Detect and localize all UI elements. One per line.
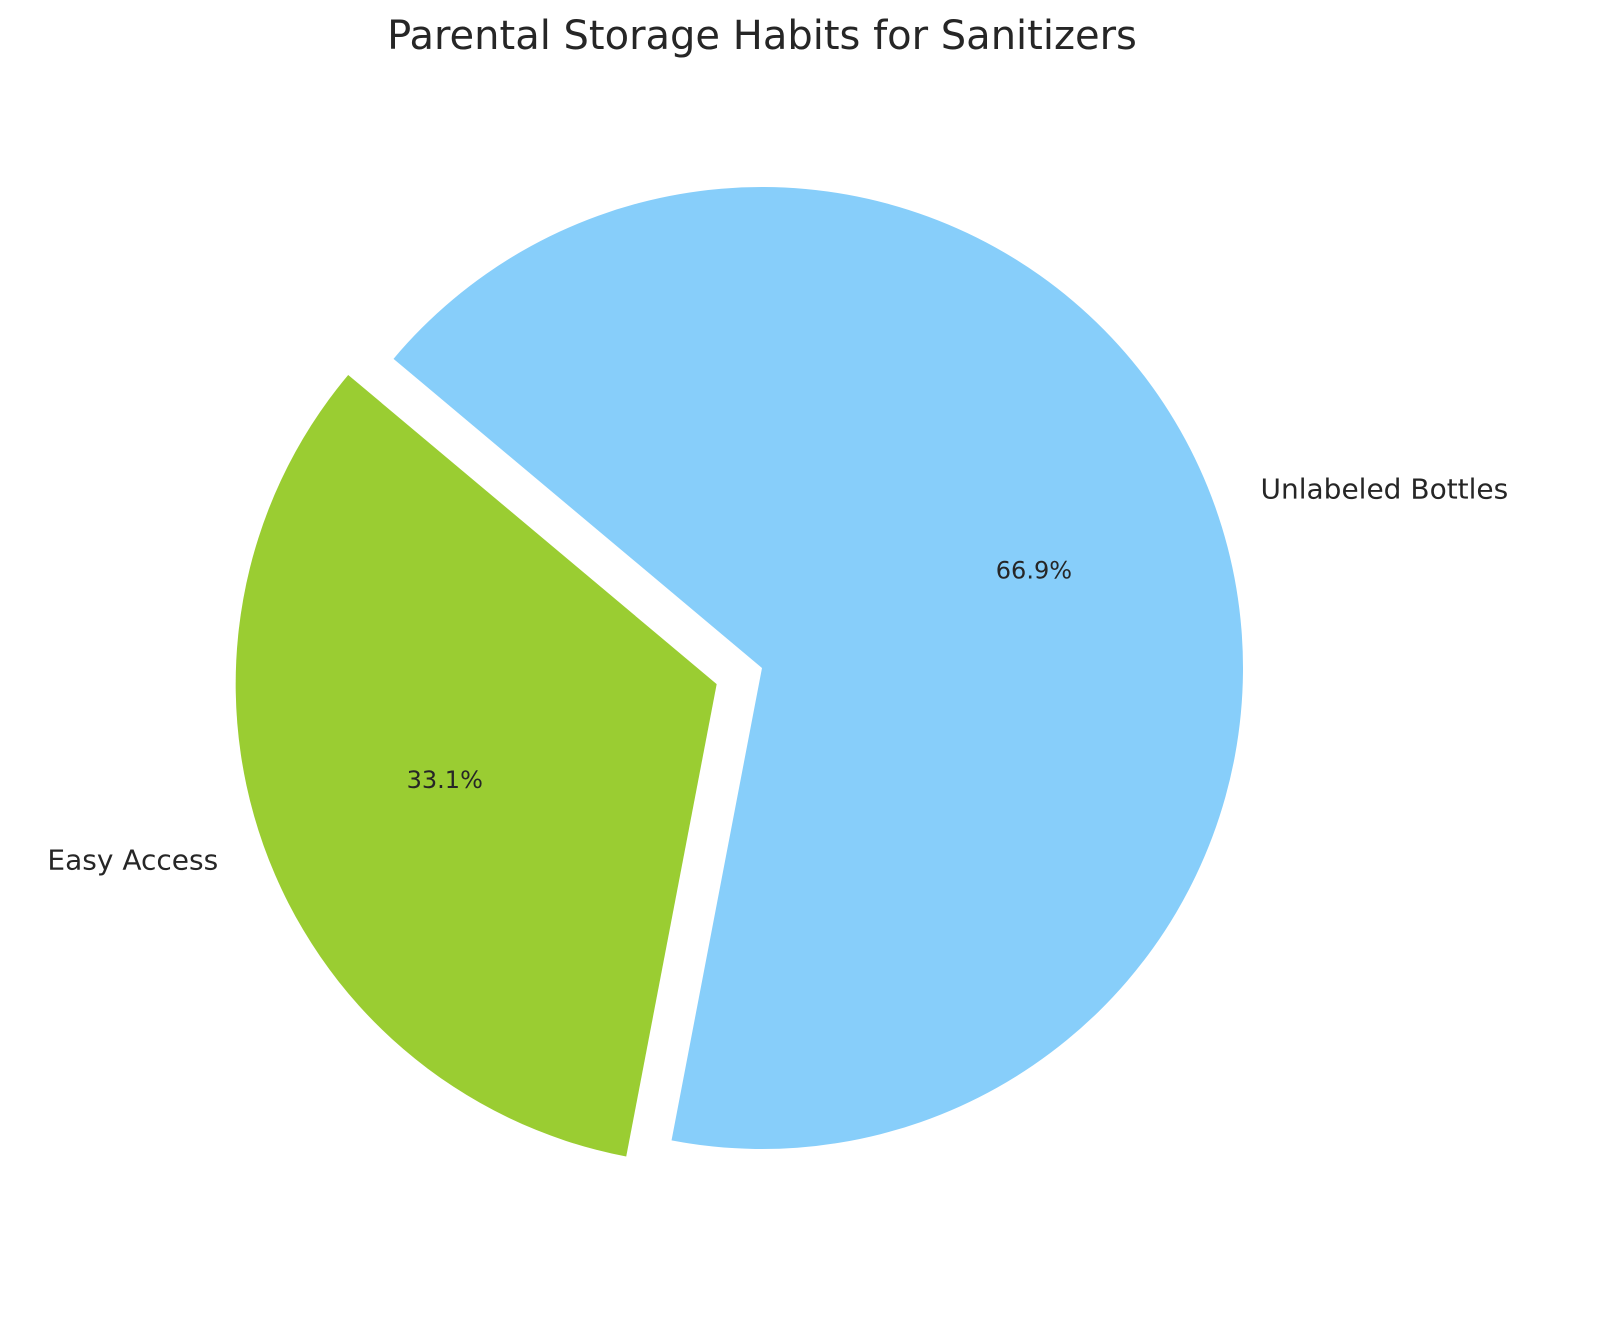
slice-label: Unlabeled Bottles <box>1261 473 1509 506</box>
slice-label: Easy Access <box>47 843 218 876</box>
value-label: 66.9% <box>996 556 1072 584</box>
pie-slice <box>235 374 717 1157</box>
value-label: 33.1% <box>407 766 483 794</box>
chart-title: Parental Storage Habits for Sanitizers <box>387 13 1137 59</box>
pie-slice <box>393 186 1244 1149</box>
